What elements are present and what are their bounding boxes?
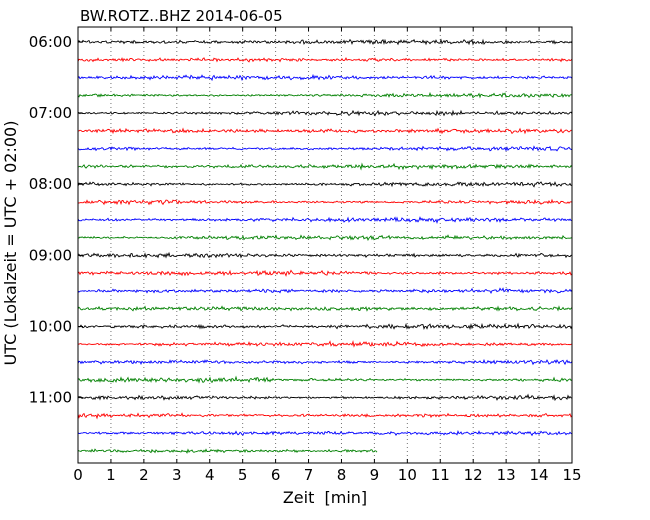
seismic-trace-0615 xyxy=(77,57,573,63)
y-tick-label: 06:00 xyxy=(29,33,72,51)
x-tick-label: 5 xyxy=(238,466,248,484)
plot-title: BW.ROTZ..BHZ 2014-06-05 xyxy=(80,7,283,25)
x-tick-label: 1 xyxy=(106,466,116,484)
seismic-trace-0815 xyxy=(77,198,573,206)
seismic-trace-0845 xyxy=(77,234,573,241)
x-tick-label: 6 xyxy=(271,466,281,484)
x-tick-label: 0 xyxy=(73,466,83,484)
seismic-trace-0645 xyxy=(77,91,573,99)
seismic-traces-group xyxy=(77,38,573,454)
y-tick-label: 08:00 xyxy=(29,175,72,193)
x-tick-label: 12 xyxy=(464,466,483,484)
seismic-trace-0930 xyxy=(77,287,573,295)
x-axis-label: Zeit [min] xyxy=(283,488,367,507)
x-tick-label: 4 xyxy=(205,466,215,484)
seismic-trace-0800 xyxy=(77,181,573,188)
seismic-trace-1015 xyxy=(77,339,573,348)
seismic-trace-0900 xyxy=(77,251,573,259)
seismic-trace-1045 xyxy=(77,375,573,384)
tick-labels-group: 0 1 2 3 4 5 6 7 8 9 10 11 12 13 14 1506:0007:0008:0009:… xyxy=(29,33,582,484)
x-tick-label: 14 xyxy=(530,466,549,484)
seismic-trace-1100 xyxy=(77,393,573,402)
seismic-trace-1000 xyxy=(77,322,573,331)
seismic-trace-1030 xyxy=(77,358,573,366)
seismic-trace-1115 xyxy=(77,412,573,420)
x-tick-label: 10 xyxy=(398,466,417,484)
seismic-trace-0745 xyxy=(77,162,573,171)
seismic-trace-0630 xyxy=(77,73,573,82)
x-tick-label: 11 xyxy=(431,466,450,484)
seismic-trace-0830 xyxy=(77,216,573,225)
seismic-trace-0600 xyxy=(77,38,573,46)
y-tick-label: 11:00 xyxy=(29,389,72,407)
y-axis-label: UTC (Lokalzeit = UTC + 02:00) xyxy=(1,121,20,366)
seismic-trace-1145 xyxy=(77,448,378,454)
x-tick-label: 15 xyxy=(562,466,581,484)
x-tick-label: 9 xyxy=(370,466,380,484)
y-tick-label: 07:00 xyxy=(29,104,72,122)
seismic-trace-0915 xyxy=(77,269,573,277)
x-tick-label: 8 xyxy=(337,466,347,484)
y-tick-label: 09:00 xyxy=(29,246,72,264)
minute-gridlines-group xyxy=(110,27,540,463)
seismic-trace-0945 xyxy=(77,305,573,312)
x-tick-label: 7 xyxy=(304,466,314,484)
plot-frame xyxy=(77,26,573,464)
seismic-trace-0730 xyxy=(77,145,573,152)
seismic-trace-0715 xyxy=(78,127,573,135)
x-tick-label: 13 xyxy=(497,466,516,484)
y-tick-label: 10:00 xyxy=(29,317,72,335)
seismic-trace-0700 xyxy=(77,109,573,117)
seismic-trace-1130 xyxy=(77,430,573,437)
x-tick-label: 3 xyxy=(172,466,182,484)
x-tick-label: 2 xyxy=(139,466,149,484)
